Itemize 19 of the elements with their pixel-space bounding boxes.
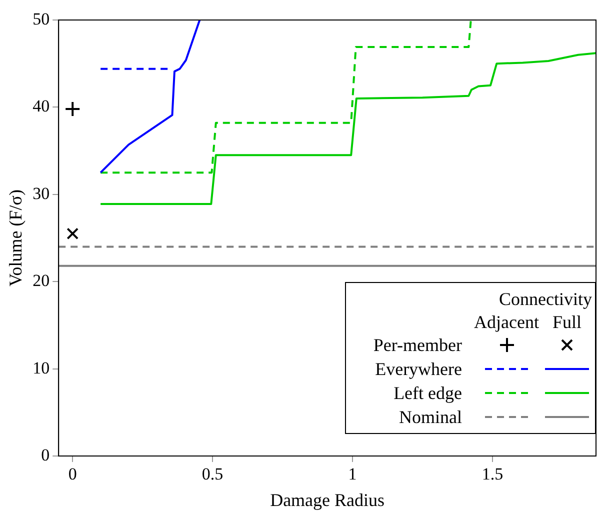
y-tick-label: 30	[32, 184, 50, 203]
annotation: Full	[551, 311, 582, 333]
legend-label: Nominal	[398, 406, 464, 429]
y-tick-label: 50	[32, 9, 50, 28]
y-tick-label: 20	[32, 271, 50, 290]
legend-label: Everywhere	[374, 358, 464, 381]
y-tick-label: 0	[41, 445, 50, 464]
x-tick-label: 0	[68, 464, 77, 484]
x-tick-label: 0.5	[202, 464, 224, 484]
legend-label: Per-member	[372, 334, 464, 357]
x-axis-title: Damage Radius	[270, 490, 385, 510]
legend-title: Connectivity	[498, 288, 593, 311]
y-tick-label: 10	[32, 358, 50, 378]
x-tick-label: 1.5	[482, 464, 504, 484]
y-tick-label: 40	[32, 96, 50, 116]
legend-label: Left edge	[392, 382, 464, 405]
x-tick-label: 1	[348, 464, 357, 484]
y-axis-title: Volume (F/σ)	[6, 190, 26, 286]
annotation: Adjacent	[473, 311, 540, 333]
